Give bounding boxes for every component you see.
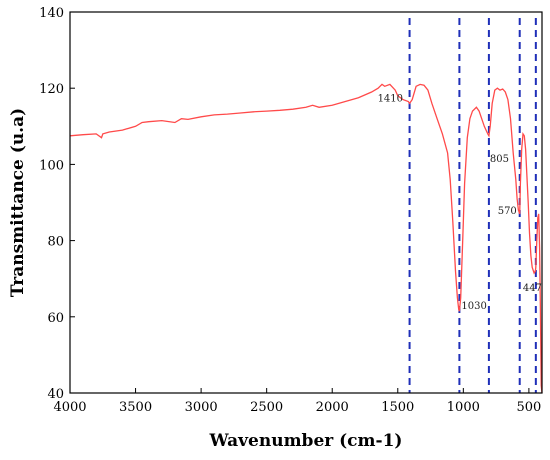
plot-frame [69, 11, 543, 394]
y-tick-label: 60 [47, 311, 64, 326]
annotation-570: 570 [498, 206, 517, 217]
y-tick-label: 100 [39, 158, 64, 173]
annotation-1410: 1410 [378, 94, 403, 105]
x-tick-label: 1000 [447, 400, 480, 415]
y-axis: 40 60 80 100 120 140 [39, 6, 75, 402]
annotation-1030: 1030 [461, 301, 486, 312]
annotation-447: 447 [523, 283, 542, 294]
series-line [69, 83, 543, 394]
x-tick-label: 3500 [119, 400, 152, 415]
y-tick-label: 40 [47, 387, 64, 402]
x-tick-label: 1500 [381, 400, 414, 415]
x-tick-label: 500 [516, 400, 541, 415]
x-axis-title: Wavenumber (cm-1) [209, 431, 403, 451]
annotations: 1410 1030 805 570 447 [378, 94, 542, 313]
x-axis: 4000 3500 3000 2500 2000 1500 1000 500 [53, 388, 541, 415]
x-tick-label: 3000 [185, 400, 218, 415]
x-tick-label: 4000 [53, 400, 86, 415]
annotation-805: 805 [490, 154, 509, 165]
y-tick-label: 120 [39, 82, 64, 97]
y-tick-label: 140 [39, 6, 64, 21]
y-axis-title: Transmittance (u.a) [8, 108, 28, 297]
y-tick-label: 80 [47, 235, 64, 250]
reference-lines [408, 18, 537, 393]
x-tick-label: 2500 [250, 400, 283, 415]
x-tick-label: 2000 [316, 400, 349, 415]
